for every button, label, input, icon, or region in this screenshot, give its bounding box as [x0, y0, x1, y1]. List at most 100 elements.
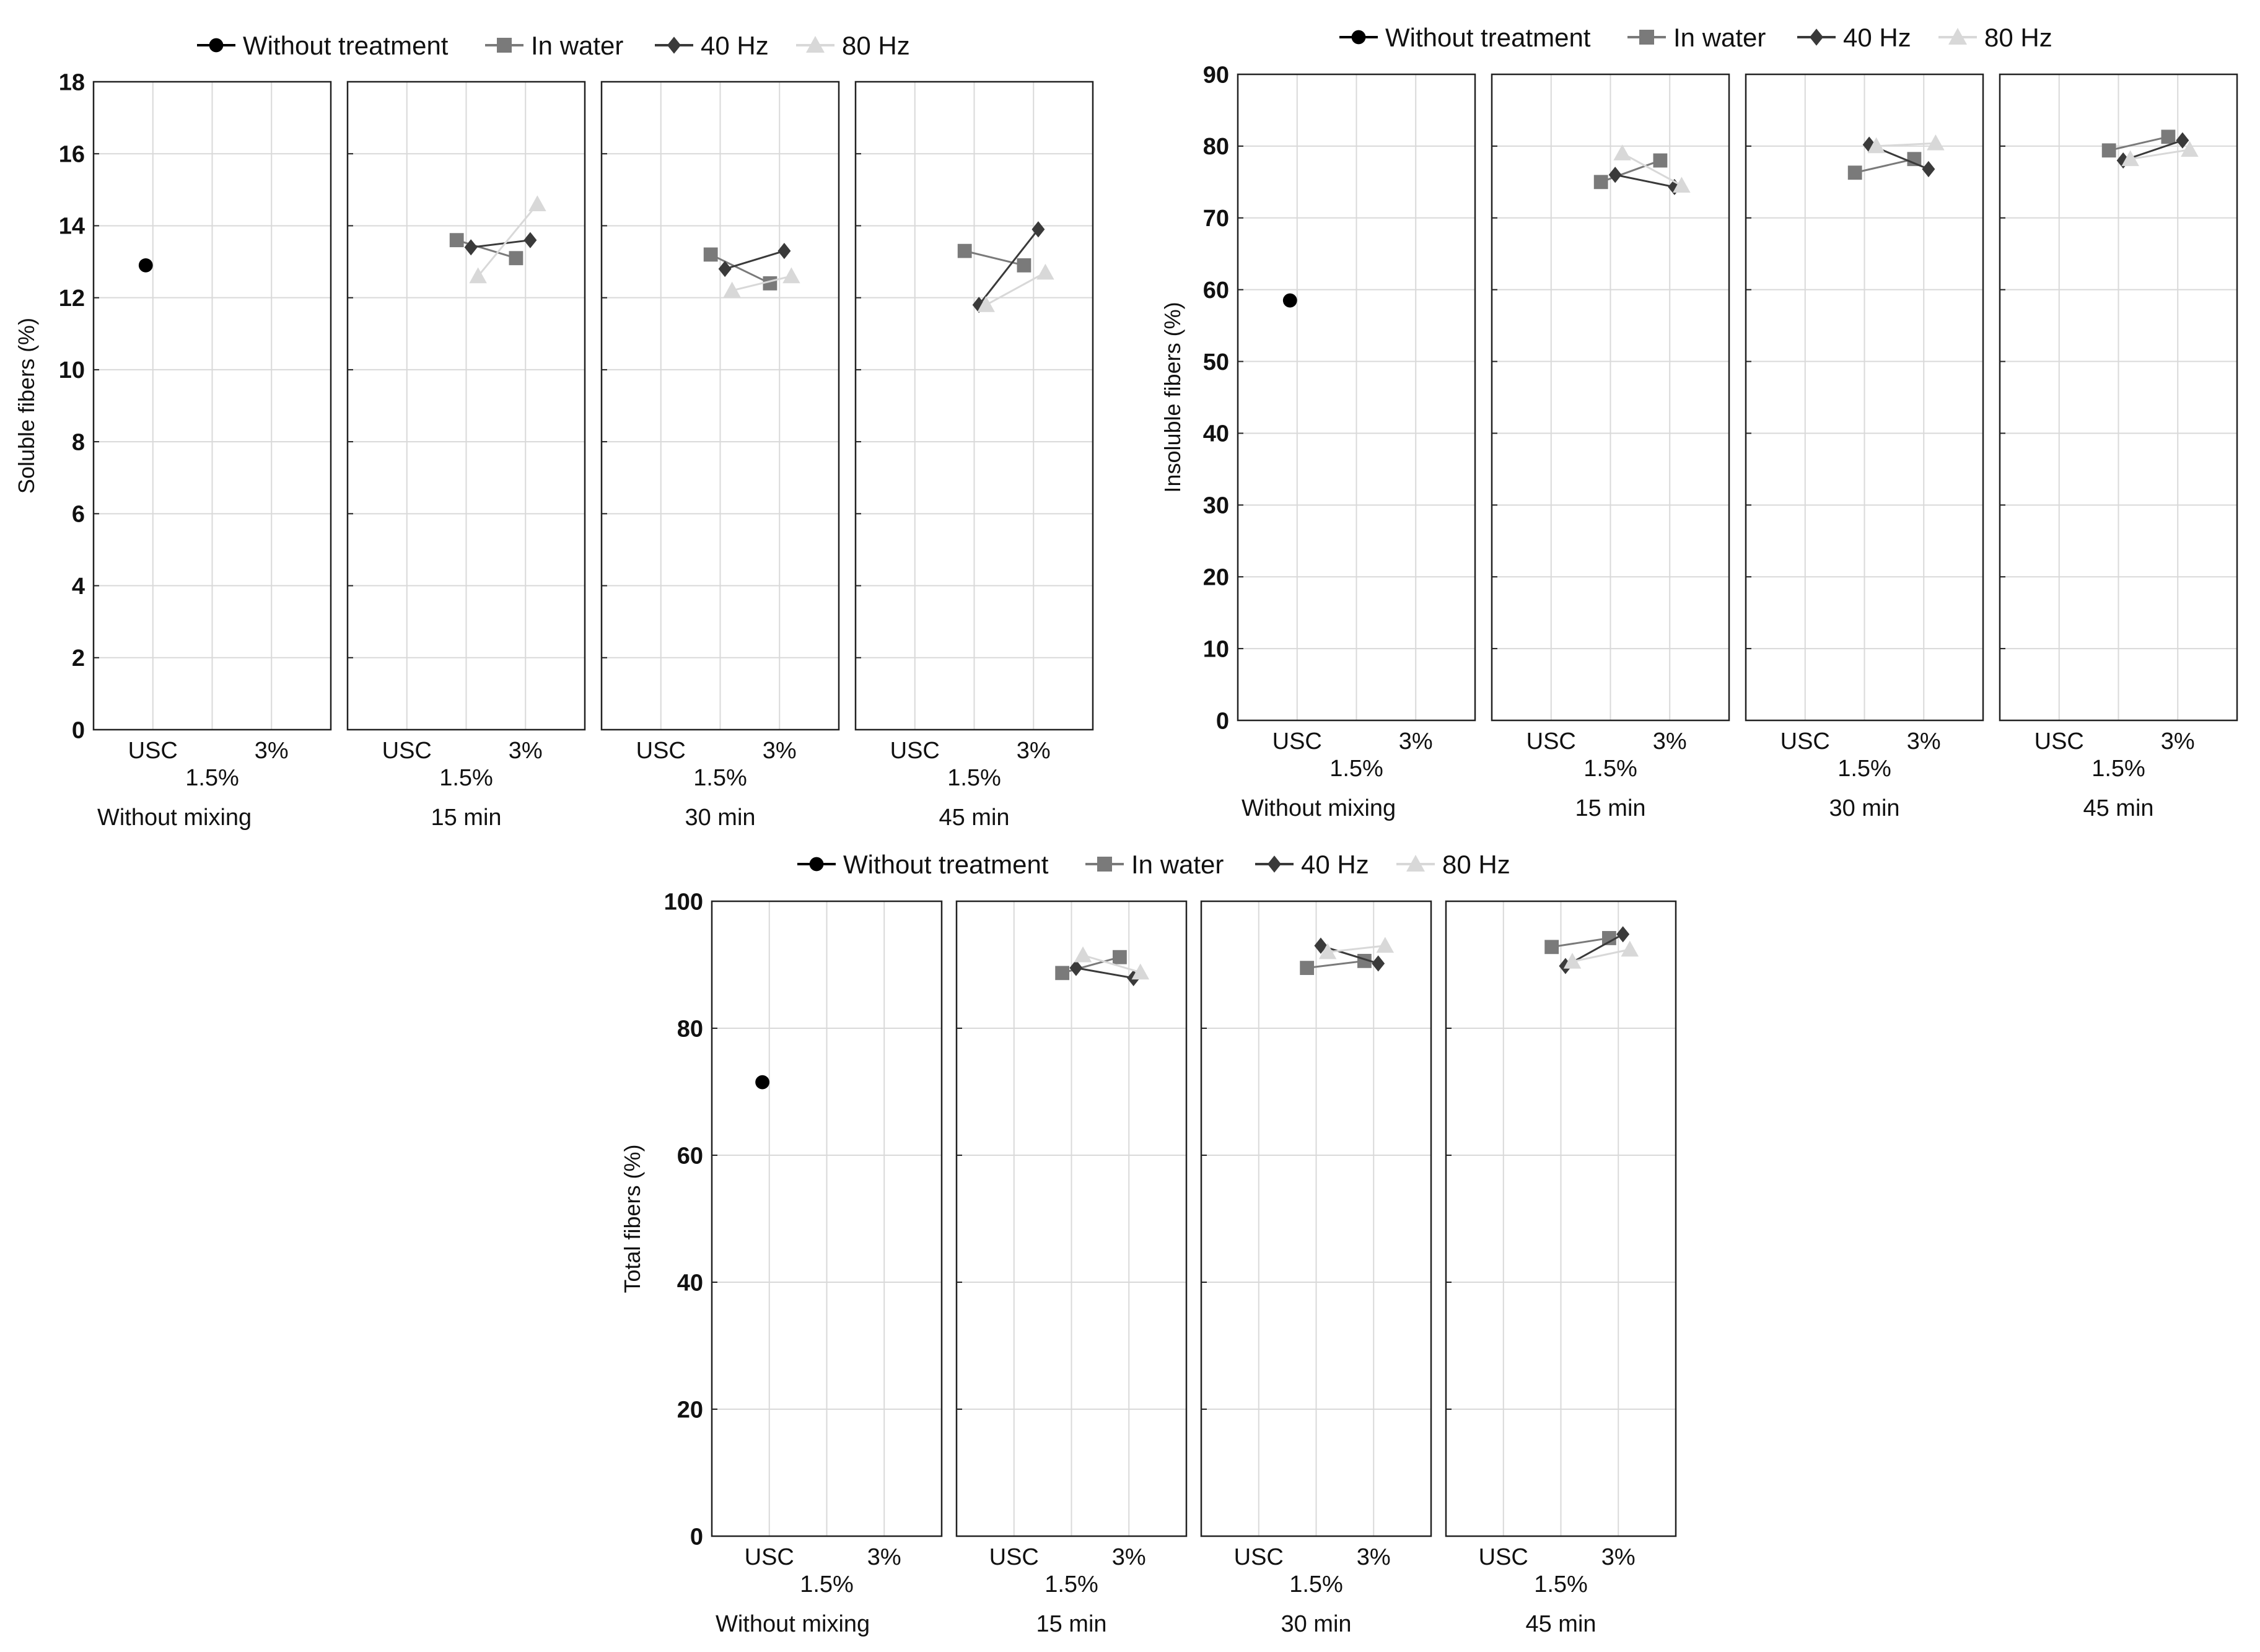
- legend-item-80-hz: 80 Hz: [1938, 23, 2052, 52]
- data-point-without-treatment: [1282, 293, 1297, 308]
- data-point-40-hz-3pct: [523, 232, 537, 248]
- series-line-80-hz: [2130, 149, 2190, 160]
- x-tick-label-3pct: 3%: [1653, 728, 1687, 754]
- data-point-without-treatment: [755, 1075, 770, 1090]
- data-point-80-hz-1-5pct: [1563, 953, 1582, 969]
- x-tick-label-3pct: 3%: [763, 738, 797, 764]
- y-tick-label: 80: [677, 1016, 703, 1042]
- y-tick-label: 2: [72, 645, 85, 671]
- legend-item-80-hz: 80 Hz: [1396, 850, 1510, 879]
- panel-label: 45 min: [2083, 795, 2153, 821]
- y-axis-label: Total fibers (%): [620, 1144, 645, 1293]
- legend-label: Without treatment: [243, 31, 449, 60]
- panel-30-min: USC 3% 1.5% 30 min: [1745, 73, 1984, 821]
- data-point-40-hz-1-5pct: [1314, 937, 1328, 954]
- data-point-40-hz-1-5pct: [1608, 167, 1622, 183]
- y-tick-label: 10: [59, 357, 85, 383]
- y-tick-label: 70: [1203, 206, 1229, 232]
- panel-label: 15 min: [1036, 1611, 1106, 1637]
- x-tick-label-usc: USC: [636, 738, 686, 764]
- series-line-40-hz: [1614, 173, 1675, 188]
- series-line-40-hz: [470, 239, 531, 248]
- legend-marker: [1406, 855, 1425, 872]
- x-tick-label-usc: USC: [890, 738, 940, 764]
- data-point-in-water-1-5pct: [1847, 165, 1862, 180]
- data-point-80-hz-1-5pct: [977, 296, 995, 312]
- data-point-in-water-1-5pct: [957, 243, 972, 258]
- legend-marker: [809, 857, 824, 872]
- insoluble-fibers-chart: Without treatment In water 40 Hz 80 Hz Insol…: [1160, 23, 2238, 821]
- panel-label: 30 min: [685, 805, 755, 831]
- data-point-80-hz-1-5pct: [1318, 943, 1337, 959]
- data-point-80-hz-3pct: [1376, 937, 1395, 953]
- panel-frame: [346, 81, 586, 731]
- legend-label: Without treatment: [843, 850, 1049, 879]
- y-tick-label: 60: [677, 1143, 703, 1169]
- series-line-80-hz: [1876, 142, 1936, 147]
- x-tick-label-1-5pct: 1.5%: [439, 765, 493, 791]
- panel-label: 45 min: [1525, 1611, 1596, 1637]
- legend-item-in-water: In water: [1085, 850, 1224, 879]
- total-fibers-chart: Without treatment In water 40 Hz 80 Hz Total…: [620, 850, 1677, 1637]
- y-tick-label: 50: [1203, 349, 1229, 375]
- panel-frame: [1237, 73, 1476, 722]
- panel-15-min: USC 3% 1.5% 15 min: [346, 81, 586, 831]
- x-tick-label-1-5pct: 1.5%: [693, 765, 747, 791]
- data-point-40-hz-3pct: [777, 243, 791, 260]
- legend-item-in-water: In water: [1627, 23, 1766, 52]
- legend-marker: [209, 38, 224, 53]
- y-axis-label: Insoluble fibers (%): [1160, 302, 1185, 492]
- data-point-80-hz-3pct: [1927, 134, 1945, 151]
- x-tick-label-usc: USC: [1479, 1544, 1528, 1570]
- legend-label: In water: [1673, 23, 1766, 52]
- y-tick-label: 30: [1203, 493, 1229, 519]
- x-tick-label-3pct: 3%: [1907, 728, 1941, 754]
- y-tick-label: 0: [690, 1524, 703, 1550]
- series-line-80-hz: [732, 275, 792, 292]
- x-tick-label-1-5pct: 1.5%: [800, 1571, 854, 1597]
- y-tick-label: 90: [1203, 62, 1229, 88]
- data-point-40-hz-3pct: [1616, 926, 1630, 943]
- x-tick-label-3pct: 3%: [1601, 1544, 1636, 1570]
- series-line-in-water: [456, 239, 517, 260]
- data-point-80-hz-3pct: [1673, 177, 1691, 193]
- legend-marker: [1948, 28, 1967, 45]
- y-tick-label: 0: [72, 717, 85, 743]
- legend-marker: [1351, 30, 1366, 45]
- data-point-40-hz-1-5pct: [2116, 152, 2130, 169]
- legend-label: 40 Hz: [1843, 23, 1911, 52]
- panel-label: 30 min: [1829, 795, 1899, 821]
- legend-item-without-treatment: Without treatment: [197, 31, 449, 60]
- x-tick-label-1-5pct: 1.5%: [1289, 1571, 1343, 1597]
- legend-label: 40 Hz: [701, 31, 769, 60]
- panel-15-min: USC 3% 1.5% 15 min: [955, 900, 1188, 1637]
- panel-30-min: USC 3% 1.5% 30 min: [1200, 900, 1432, 1637]
- panel-45-min: USC 3% 1.5% 45 min: [1445, 900, 1677, 1637]
- x-tick-label-usc: USC: [1780, 728, 1830, 754]
- y-tick-label: 0: [1216, 708, 1229, 734]
- series-line-in-water: [1854, 158, 1915, 174]
- panel-frame: [711, 900, 943, 1537]
- panel-15-min: USC 3% 1.5% 15 min: [1491, 73, 1730, 821]
- panel-30-min: USC 3% 1.5% 30 min: [600, 81, 840, 831]
- legend-label: In water: [531, 31, 623, 60]
- data-point-80-hz-3pct: [1621, 940, 1639, 957]
- data-point-in-water-3pct: [2161, 129, 2176, 144]
- data-point-40-hz-1-5pct: [1069, 959, 1083, 976]
- panel-label: Without mixing: [716, 1611, 870, 1637]
- panel-without-mixing: USC 3% 1.5% Without mixing: [1237, 73, 1476, 821]
- legend-label: 40 Hz: [1301, 850, 1369, 879]
- x-tick-label-3pct: 3%: [255, 738, 289, 764]
- y-tick-label: 20: [677, 1397, 703, 1423]
- data-point-in-water-1-5pct: [703, 247, 718, 262]
- legend-marker: [1639, 30, 1654, 45]
- panel-frame: [1745, 73, 1984, 722]
- x-tick-label-1-5pct: 1.5%: [1837, 756, 1891, 782]
- panel-without-mixing: USC 3% 1.5% Without mixing: [92, 81, 332, 831]
- legend-label: In water: [1131, 850, 1224, 879]
- x-tick-label-usc: USC: [989, 1544, 1039, 1570]
- data-point-in-water-1-5pct: [2101, 143, 2116, 158]
- data-point-80-hz-3pct: [528, 195, 546, 211]
- data-point-80-hz-3pct: [1131, 963, 1150, 980]
- data-point-80-hz-1-5pct: [469, 267, 487, 284]
